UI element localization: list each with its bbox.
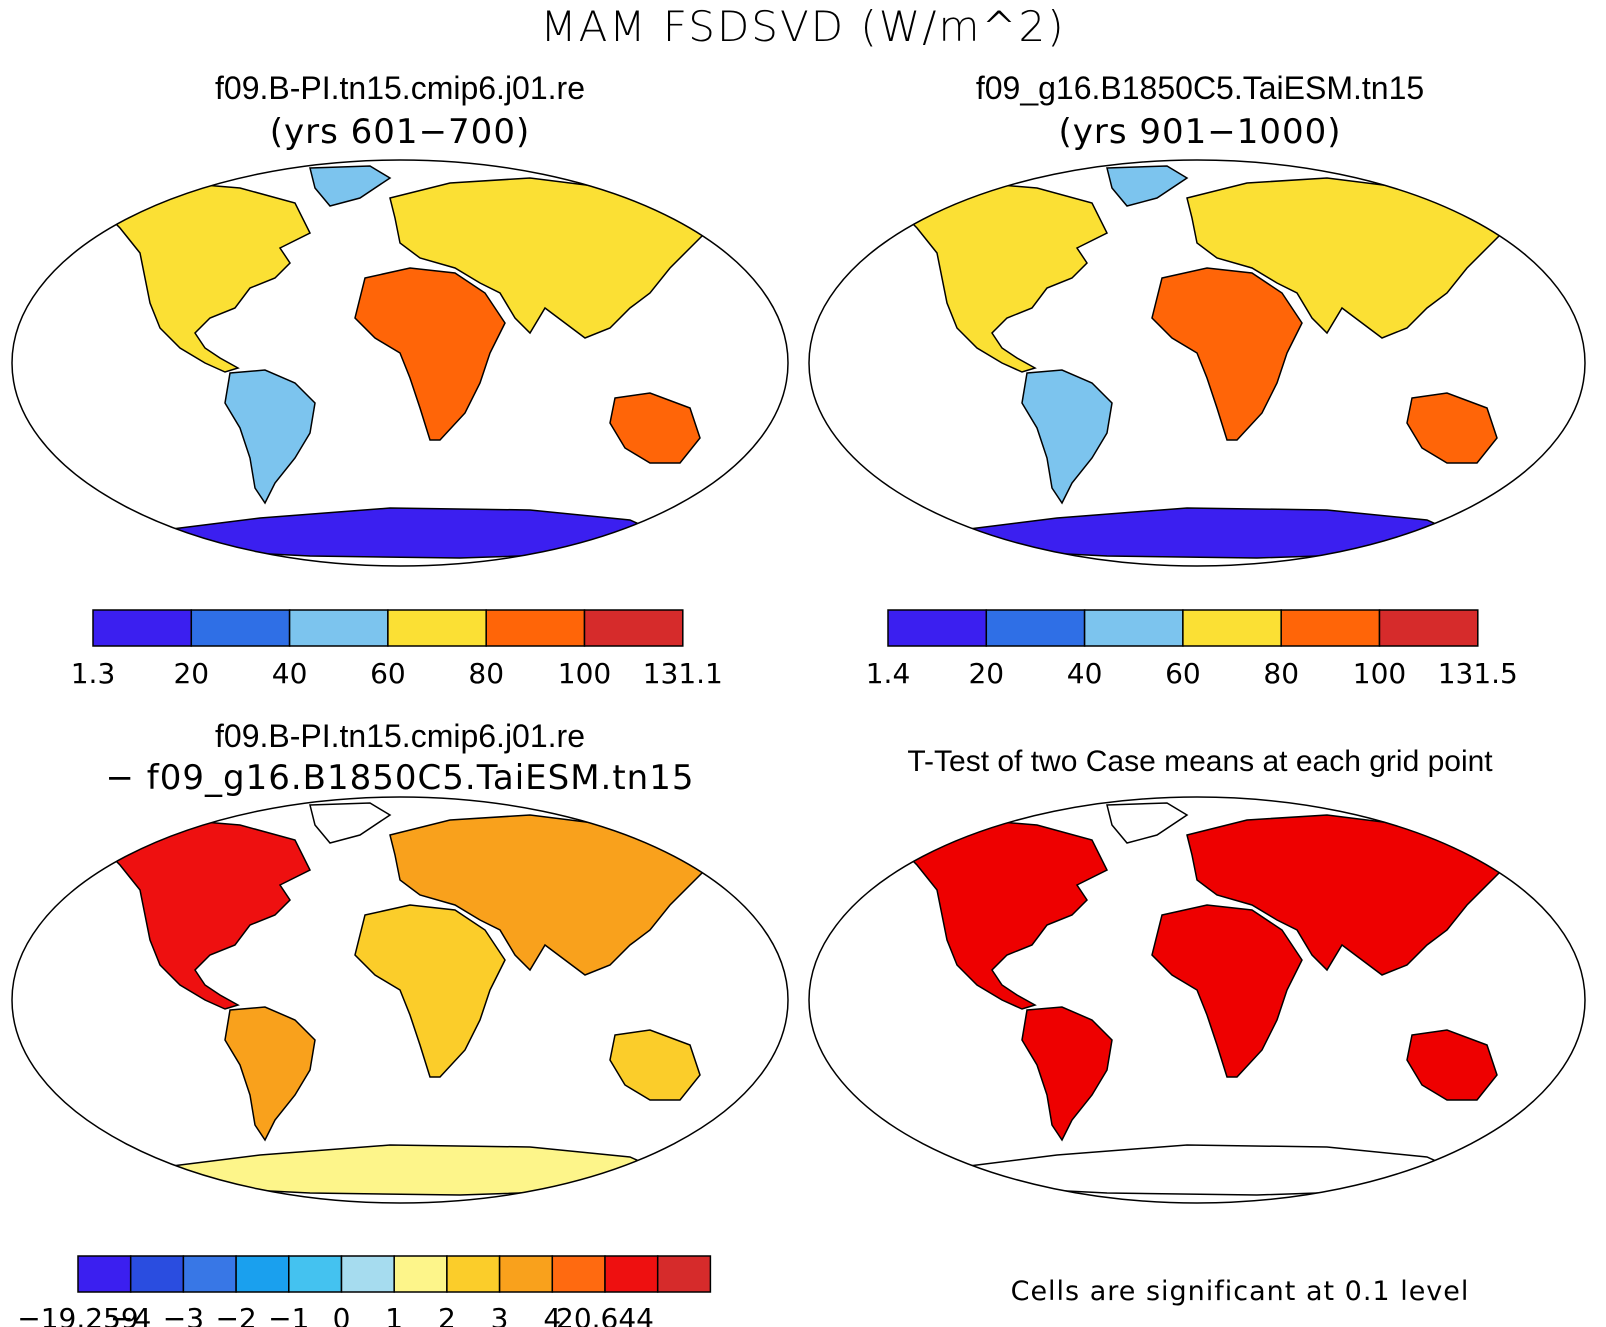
panel1-title: f09.B-PI.tn15.cmip6.j01.re	[215, 70, 585, 106]
colorbar-tick-label: 131.1	[643, 657, 723, 690]
landmass-northAmerica	[103, 819, 312, 1010]
colorbar-difference: −19.259−4 −3 −2 −1 0 1 2 3 420.644	[17, 1255, 712, 1327]
landmass-southAmerica	[1021, 369, 1113, 505]
map-panel-ttest	[808, 796, 1586, 1204]
colorbar-tick-label: 1	[385, 1302, 403, 1327]
colorbar-case2: 1.4 20 40 60 80 100 131.5	[866, 609, 1518, 690]
colorbar-tick-label: 131.5	[1438, 657, 1518, 690]
colorbar-tick-label: −1	[268, 1302, 309, 1327]
colorbar-tick-label: 20	[968, 657, 1004, 690]
colorbar-tick-label: 60	[1165, 657, 1201, 690]
colorbar-swatch	[393, 1255, 448, 1293]
colorbar-swatch	[387, 609, 487, 647]
main-title: MAM FSDSVD (W/m^2)	[540, 2, 1066, 51]
colorbar-swatch	[182, 1255, 237, 1293]
landmass-australia	[1406, 392, 1498, 464]
landmass-australia	[1406, 1029, 1498, 1101]
colorbar-tick-label: 60	[370, 657, 406, 690]
colorbar-swatch	[190, 609, 291, 647]
landmass-northAmerica	[103, 182, 312, 373]
map-panel-difference	[11, 796, 789, 1204]
landmass-africa	[354, 904, 506, 1078]
panel4-title: T-Test of two Case means at each grid po…	[907, 745, 1493, 778]
landmass-greenland	[1106, 165, 1189, 207]
colorbar-swatch	[92, 609, 193, 647]
colorbar-tick-label: −4	[110, 1302, 151, 1327]
landmass-northAmerica	[900, 819, 1109, 1010]
colorbar-swatch	[551, 1255, 606, 1293]
landmass-africa	[354, 267, 506, 441]
landmass-greenland	[309, 165, 392, 207]
panel1-subtitle: (yrs 601−700)	[269, 112, 531, 152]
landmass-southAmerica	[224, 369, 316, 505]
colorbar-tick-label: 100	[558, 657, 611, 690]
colorbar-tick-label: 1.4	[866, 657, 911, 690]
panel2-title: f09_g16.B1850C5.TaiESM.tn15	[975, 70, 1425, 106]
colorbar-swatch	[887, 609, 988, 647]
colorbar-swatch	[485, 609, 586, 647]
colorbar-swatch	[77, 1255, 132, 1293]
landmass-australia	[609, 392, 701, 464]
colorbar-swatch	[340, 1255, 395, 1293]
map-border	[11, 159, 789, 567]
map-border	[11, 796, 789, 1204]
significance-footnote: Cells are significant at 0.1 level	[1010, 1276, 1470, 1307]
colorbar-swatch	[129, 1255, 185, 1293]
colorbar-tick-label: 100	[1353, 657, 1406, 690]
colorbar-tick-label: 80	[468, 657, 504, 690]
landmass-australia	[609, 1029, 701, 1101]
colorbar-swatch	[985, 609, 1086, 647]
colorbar-swatch	[604, 1255, 659, 1293]
panel3-title: f09.B-PI.tn15.cmip6.j01.re	[215, 718, 585, 754]
colorbar-swatch	[1378, 609, 1479, 647]
colorbar-case1: 1.3 20 40 60 80 100 131.1	[71, 609, 723, 690]
landmass-southAmerica	[1021, 1006, 1113, 1142]
colorbar-swatch	[288, 609, 389, 647]
colorbar-tick-label: 80	[1263, 657, 1299, 690]
colorbar-tick-label: −19.259	[17, 1302, 138, 1327]
colorbar-tick-label: 20.644	[556, 1302, 654, 1327]
landmass-greenland	[1106, 802, 1189, 844]
colorbar-swatch	[498, 1255, 554, 1293]
landmass-africa	[1151, 904, 1303, 1078]
colorbar-tick-label: 20	[173, 657, 209, 690]
colorbar-tick-label: 3	[491, 1302, 509, 1327]
colorbar-tick-label: −2	[215, 1302, 256, 1327]
colorbar-swatch	[1280, 609, 1381, 647]
colorbar-swatch	[656, 1255, 712, 1293]
colorbar-swatch	[446, 1255, 501, 1293]
colorbar-swatch	[1083, 609, 1184, 647]
colorbar-tick-label: 40	[1067, 657, 1103, 690]
colorbar-tick-label: 40	[272, 657, 308, 690]
colorbar-swatch	[583, 609, 684, 647]
landmass-greenland	[309, 802, 392, 844]
colorbar-tick-label: 0	[333, 1302, 351, 1327]
map-border	[808, 796, 1586, 1204]
colorbar-tick-label: 1.3	[71, 657, 116, 690]
map-panel-case2	[808, 159, 1586, 567]
colorbar-tick-label: −3	[163, 1302, 204, 1327]
colorbar-tick-label: 4	[543, 1302, 561, 1327]
map-panel-case1	[11, 159, 789, 567]
landmass-africa	[1151, 267, 1303, 441]
map-border	[808, 159, 1586, 567]
colorbar-swatch	[1182, 609, 1282, 647]
colorbar-swatch	[288, 1255, 343, 1293]
colorbar-swatch	[235, 1255, 290, 1293]
landmass-northAmerica	[900, 182, 1109, 373]
panel3-subtitle: − f09_g16.B1850C5.TaiESM.tn15	[105, 758, 695, 798]
landmass-southAmerica	[224, 1006, 316, 1142]
panel2-subtitle: (yrs 901−1000)	[1058, 112, 1342, 152]
colorbar-tick-label: 2	[438, 1302, 456, 1327]
